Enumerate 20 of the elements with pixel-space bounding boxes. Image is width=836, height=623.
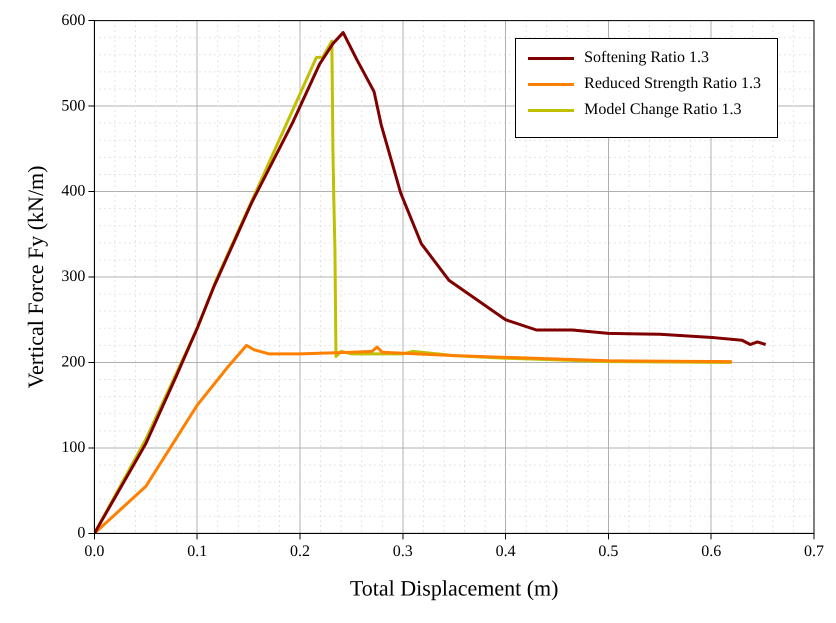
x-tick-label: 0.4 [496,543,516,560]
y-tick-label: 0 [77,524,86,542]
x-tick-label: 0.0 [84,543,104,560]
x-tick-label: 0.1 [187,543,208,560]
x-tick-label: 0.3 [392,543,413,560]
x-tick-label: 0.7 [804,543,824,560]
y-tick-label: 300 [61,268,86,286]
y-tick-label: 200 [61,354,86,371]
legend-label: Softening Ratio 1.3 [584,49,710,67]
legend-label: Model Change Ratio 1.3 [584,101,742,119]
x-tick-label: 0.6 [701,543,722,560]
y-tick-label: 500 [61,97,86,114]
y-tick-label: 600 [61,12,86,29]
x-axis-title: Total Displacement (m) [350,576,559,601]
y-tick-label: 400 [61,182,86,200]
y-axis-title: Vertical Force Fy (kN/m) [22,166,48,388]
x-tick-label: 0.2 [290,543,310,560]
y-tick-label: 100 [61,439,86,456]
legend-label: Reduced Strength Ratio 1.3 [584,75,761,93]
x-tick-label: 0.5 [598,543,618,560]
